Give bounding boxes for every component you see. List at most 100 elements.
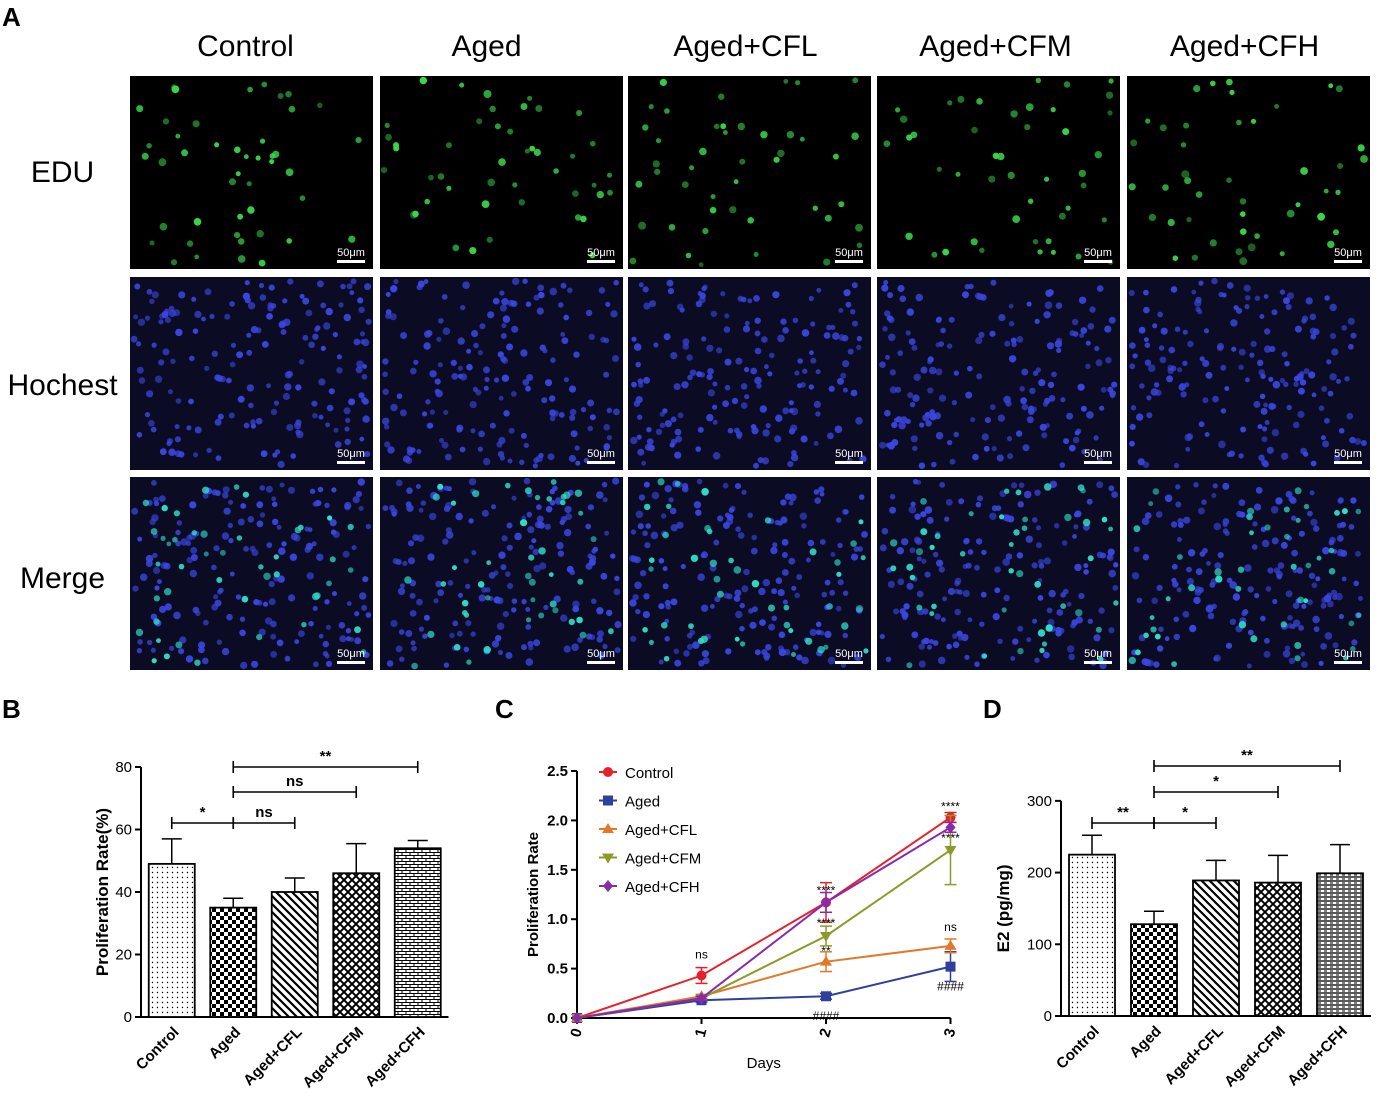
x-tick-label: Aged+CFH: [1284, 1023, 1351, 1090]
significance-label: **: [1117, 804, 1129, 821]
series-aged: [572, 951, 957, 1023]
x-tick-label: Aged: [1126, 1023, 1165, 1062]
scale-bar: 50μm: [587, 648, 615, 664]
legend-marker: [603, 767, 613, 777]
data-point: [944, 939, 957, 950]
y-tick-label: 300: [1027, 793, 1052, 810]
micro-image: [877, 76, 1120, 269]
scale-bar: 50μm: [1084, 648, 1112, 664]
scale-bar-label: 50μm: [587, 247, 615, 259]
scale-bar: 50μm: [337, 448, 365, 464]
bar-5: [1316, 872, 1364, 1017]
data-point: [572, 1012, 582, 1024]
scale-bar-label: 50μm: [1334, 247, 1362, 259]
scale-bar-line: [337, 260, 365, 263]
legend-marker: [602, 823, 614, 833]
scale-bar-label: 50μm: [1084, 648, 1112, 660]
scale-bar-line: [1084, 661, 1112, 664]
scale-bar-line: [587, 260, 615, 263]
series-line: [576, 826, 952, 1019]
x-tick-label: Aged+CFM: [299, 1024, 367, 1092]
bar-1: [1068, 853, 1116, 1017]
panel-label-d: D: [983, 694, 1002, 724]
y-tick-label: 2.0: [547, 812, 568, 829]
series-line: [576, 849, 952, 1019]
data-point: [696, 970, 707, 981]
micro-tile-merge-3: 50μm: [628, 477, 871, 670]
panel-label-a: A: [2, 2, 21, 32]
bar-2: [209, 906, 258, 1018]
micro-tile-edu-4: 50μm: [877, 76, 1120, 269]
y-tick-label: 0.0: [547, 1010, 568, 1027]
series-line: [576, 944, 951, 1019]
column-header-aged-cfm: Aged+CFM: [919, 30, 1072, 63]
x-tick-label: 1: [692, 1027, 711, 1039]
significance-annotation: ####: [813, 1009, 840, 1023]
chart-b-proliferation-bars: 0 20 40 60 80 Proliferation Rate(%) Control Age…: [93, 748, 449, 1092]
micro-image: [877, 477, 1120, 670]
legend-label: Control: [625, 765, 673, 782]
micro-tile-hoechst-1: 50μm: [130, 277, 373, 470]
micro-image: [877, 277, 1120, 470]
series-aged-cfm: [571, 814, 957, 1024]
significance-annotation: ****: [817, 884, 836, 898]
micro-image: [1127, 277, 1370, 470]
chart-c-proliferation-lines: 0.0 0.5 1.0 1.5 2.0 2.5 0 1 2 3 Days Proliferation …: [525, 763, 964, 1072]
micro-image: [130, 76, 373, 269]
significance-label: *: [1213, 773, 1219, 790]
scale-bar-line: [1084, 461, 1112, 464]
series-line: [576, 816, 952, 1019]
scale-bar: 50μm: [1334, 448, 1362, 464]
x-tick-label: Aged+CFL: [240, 1024, 305, 1089]
micro-tile-edu-2: 50μm: [380, 76, 623, 269]
micro-image: [628, 76, 871, 269]
scale-bar: 50μm: [835, 448, 863, 464]
bar-3: [270, 891, 319, 1018]
significance-label: *: [200, 804, 206, 821]
data-point: [945, 961, 956, 972]
series-aged-cfh: [572, 821, 957, 1024]
micro-tile-hoechst-5: 50μm: [1127, 277, 1370, 470]
column-header-aged-cfh: Aged+CFH: [1169, 30, 1320, 63]
scale-bar-label: 50μm: [1334, 448, 1362, 460]
micro-tile-hoechst-3: 50μm: [628, 277, 871, 470]
scale-bar: 50μm: [337, 247, 365, 263]
y-axis-label: Proliferation Rate: [525, 832, 542, 957]
micro-image: [380, 76, 623, 269]
legend-label: Aged: [625, 794, 660, 811]
bar-3: [1192, 879, 1240, 1017]
micro-image: [130, 477, 373, 670]
x-axis-label: Days: [747, 1055, 781, 1072]
scale-bar-line: [1334, 661, 1362, 664]
scale-bar-line: [337, 461, 365, 464]
scale-bar-label: 50μm: [587, 448, 615, 460]
scale-bar-line: [835, 461, 863, 464]
x-tick-label: Control: [133, 1024, 183, 1074]
scale-bar-line: [1084, 260, 1112, 263]
micro-tile-edu-3: 50μm: [628, 76, 871, 269]
scale-bar-line: [587, 661, 615, 664]
micro-tile-edu-1: 50μm: [130, 76, 373, 269]
significance-label: ns: [255, 804, 273, 821]
micro-tile-merge-2: 50μm: [380, 477, 623, 670]
scale-bar-label: 50μm: [835, 448, 863, 460]
x-tick-label: Aged: [206, 1024, 245, 1063]
significance-label: **: [1241, 747, 1253, 764]
micro-tile-merge-4: 50μm: [877, 477, 1120, 670]
y-tick-label: 0.5: [547, 961, 568, 978]
micro-tile-merge-5: 50μm: [1127, 477, 1370, 670]
panel-label-c: C: [495, 694, 514, 724]
micro-image: [628, 477, 871, 670]
y-tick-label: 40: [115, 884, 132, 901]
y-tick-label: 100: [1027, 936, 1052, 953]
scale-bar-label: 50μm: [587, 648, 615, 660]
significance-label: *: [1182, 804, 1188, 821]
micro-image: [1127, 477, 1370, 670]
scale-bar-label: 50μm: [337, 247, 365, 259]
scale-bar: 50μm: [835, 648, 863, 664]
row-header-hoechst: Hochest: [7, 369, 118, 402]
column-header-aged-cfl: Aged+CFL: [673, 30, 818, 63]
bar-4: [1254, 881, 1302, 1017]
scale-bar: 50μm: [1334, 648, 1362, 664]
data-point: [820, 931, 832, 942]
